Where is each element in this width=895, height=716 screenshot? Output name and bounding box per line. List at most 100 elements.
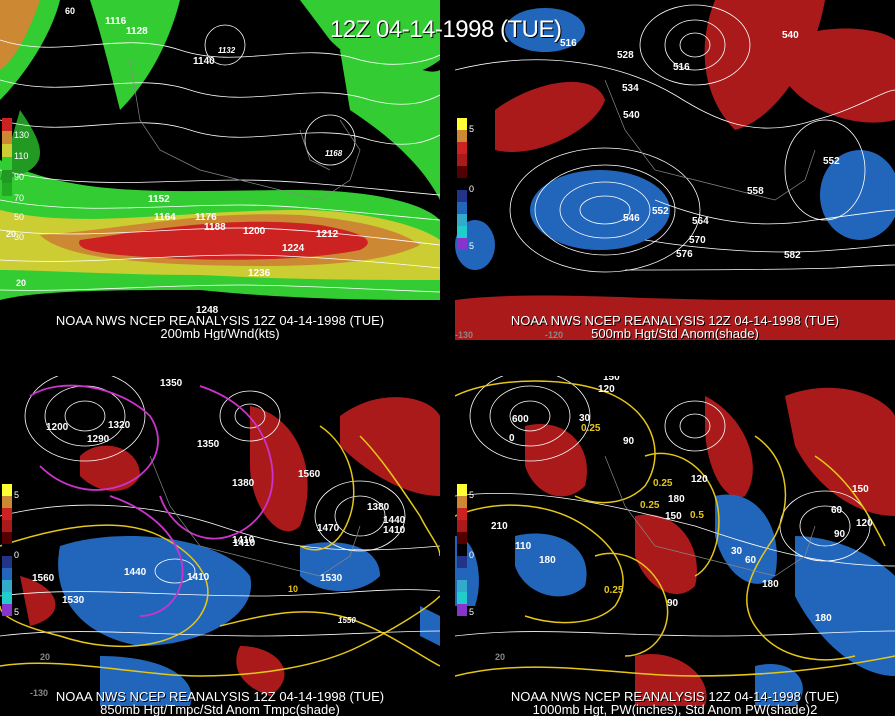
contour-label: 90 [623,436,635,447]
page-title: 12Z 04-14-1998 (TUE) [330,16,562,43]
caption-line1: NOAA NWS NCEP REANALYSIS 12Z 04-14-1998 … [510,313,840,328]
contour-label: 1236 [248,268,271,279]
colorbar-label: 5 [469,490,475,500]
contour-label: 1410 [187,572,210,583]
map-1000mb [455,376,895,716]
contour-label: 546 [623,213,640,224]
contour-label: 1116 [105,16,127,27]
colorbar-label: 0 [14,550,20,560]
edge-label: -120 [545,330,564,340]
contour-label: 558 [747,186,764,197]
contour-label: 1200 [46,422,69,433]
edge-label: 20 [16,278,27,288]
contour-label: 1530 [320,573,343,584]
contour-label: 1200 [243,226,266,237]
contour-label: 1168 [325,149,343,158]
contour-label: 0 [509,433,515,444]
caption-line2: 850mb Hgt/Tmpc/Std Anom Tmpc(shade) [100,702,340,716]
contour-label: 1410 [232,535,255,546]
contour-label: 576 [676,249,693,260]
edge-label: 20 [495,652,506,662]
contour-label: 1410 [233,538,256,549]
colorbar-label: 110 [14,151,29,161]
contour-label: 60 [831,505,843,516]
contour-label: 150 [852,484,869,495]
contour-label: 1132 [218,46,236,55]
colorbar-label: 0 [469,184,475,194]
colorbar-850mb [2,484,12,616]
caption-line1: NOAA NWS NCEP REANALYSIS 12Z 04-14-1998 … [55,313,385,328]
contour-label: 120 [691,474,708,485]
contour-label: 0.25 [604,585,624,596]
caption-line1: NOAA NWS NCEP REANALYSIS 12Z 04-14-1998 … [55,689,385,704]
contour-label: 120 [856,518,873,529]
contour-label: 180 [815,613,832,624]
colorbar-label: 130 [14,130,30,140]
colorbar-label: 5 [469,607,475,617]
caption-line1: NOAA NWS NCEP REANALYSIS 12Z 04-14-1998 … [510,689,840,704]
colorbar-label: 5 [14,490,20,500]
colorbar-label: 30 [14,232,25,242]
contour-label: 570 [689,235,706,246]
contour-label: 552 [652,206,669,217]
contour-label: 1176 [195,212,217,223]
colorbar-500mb [457,118,467,250]
contour-label: 1380 [232,478,255,489]
caption-line2: 200mb Hgt/Wnd(kts) [160,326,280,341]
contour-label: 1560 [32,573,55,584]
map-850mb [0,376,440,716]
contour-label: 90 [667,598,679,609]
contour-label: 30 [579,413,591,424]
edge-label: 60 [65,6,76,16]
contour-label: 90 [834,529,846,540]
contour-label: 534 [622,83,639,94]
panel-1000mb: 5 0 5 150 120 600 0 30 90 0.25 0.25 0.25… [455,376,895,716]
contour-label: 1152 [148,194,170,205]
contour-label: 540 [782,30,799,41]
panel-200mb: 130 110 90 70 50 30 1116 1128 1140 1152 … [0,0,440,340]
edge-label: 20 [40,652,51,662]
colorbar-label: 70 [14,193,25,203]
contour-label: 1248 [196,305,219,316]
colorbar-label: 0 [469,550,475,560]
contour-label: 540 [623,110,640,121]
contour-label: 1164 [154,212,176,223]
colorbar-200mb [2,118,12,196]
map-500mb [455,0,895,340]
colorbar-label: 50 [14,212,25,222]
contour-label: 1128 [126,26,148,37]
contour-label: 180 [668,494,685,505]
colorbar-1000mb [457,484,467,616]
contour-label: 1550 [338,616,356,625]
contour-label: 1350 [160,378,183,389]
contour-label: 210 [491,521,508,532]
colorbar-label: 90 [14,172,25,182]
contour-label: 600 [512,414,529,425]
contour-label: 0.25 [640,500,660,511]
edge-label: 20 [6,229,17,239]
contour-label: 1224 [282,243,305,254]
contour-label: 150 [603,376,620,383]
contour-label: 516 [560,38,577,49]
caption-line2: 500mb Hgt/Std Anom(shade) [591,326,759,341]
edge-label: -130 [30,688,49,698]
colorbar-label: 5 [14,607,20,617]
contour-label: 1470 [317,523,340,534]
contour-label: 1380 [367,502,390,513]
caption-line2: 1000mb Hgt, PW(inches), Std Anom PW(shad… [532,702,818,716]
contour-label: 528 [617,50,634,61]
contour-label: 1188 [204,222,226,233]
contour-label: 1290 [87,434,110,445]
contour-label: 1140 [193,56,215,67]
contour-label: 1350 [197,439,220,450]
contour-label: 582 [784,250,801,261]
contour-label: 516 [673,62,690,73]
contour-label: 180 [762,579,779,590]
contour-label: 120 [598,384,615,395]
contour-label: 1530 [62,595,85,606]
contour-label: 0.25 [581,423,601,434]
panel-850mb: 5 0 5 1350 1290 1320 1200 1350 1380 1410… [0,376,440,716]
contour-label: 60 [745,555,757,566]
contour-label: 180 [539,555,556,566]
contour-label: 150 [665,511,682,522]
